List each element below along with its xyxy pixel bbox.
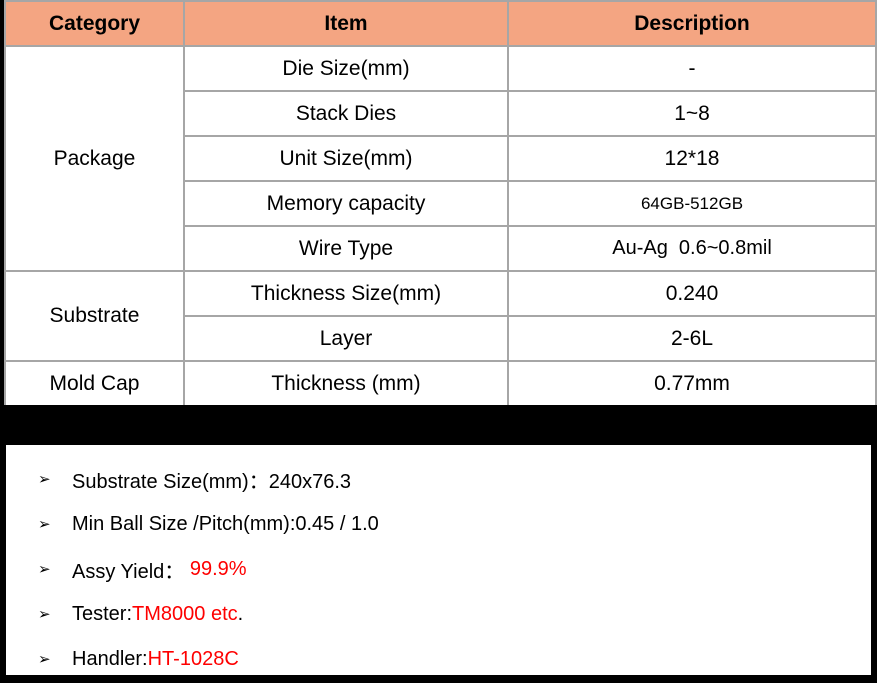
table-row: Layer 2-6L (5, 315, 877, 362)
black-divider-band (0, 405, 877, 443)
arrow-bullet-icon: ➢ (38, 516, 51, 533)
description-cell: 0.77mm (507, 360, 877, 407)
description-cell: 0.240 (507, 270, 877, 317)
bullet-text-segment: Handler: (72, 648, 148, 670)
item-cell: Unit Size(mm) (183, 135, 509, 182)
item-cell: Thickness (mm) (183, 360, 509, 407)
table-row: Memory capacity 64GB-512GB (5, 180, 877, 227)
header-description: Description (507, 0, 877, 47)
table-header-row: Category Item Description (4, 0, 877, 47)
category-cell-mold-cap: Mold Cap (4, 360, 185, 407)
header-item: Item (183, 0, 509, 47)
table-row: Package Die Size(mm) - (4, 45, 877, 272)
table-row: Unit Size(mm) 12*18 (5, 135, 877, 182)
bullet-text-segment: Min Ball Size /Pitch(mm):0.45 / 1.0 (72, 513, 379, 535)
bullet-text-segment: Tester: (72, 603, 133, 625)
item-cell: Memory capacity (183, 180, 509, 227)
description-cell: 2-6L (507, 315, 877, 362)
table-row: Mold Cap Thickness (mm) 0.77mm (4, 360, 877, 407)
bullet-text-segment: TM8000 etc (132, 603, 238, 625)
bullet-text-segment: Substrate Size(mm)：240x76.3 (72, 471, 352, 493)
arrow-bullet-icon: ➢ (38, 651, 51, 668)
arrow-bullet-icon: ➢ (38, 561, 51, 578)
bullet-list: ➢ Substrate Size(mm)：240x76.3 ➢ Min Ball… (6, 445, 871, 675)
header-category: Category (4, 0, 185, 47)
table-row: Substrate Thickness Size(mm) 0.240 (4, 270, 877, 362)
category-cell-package: Package (4, 45, 185, 272)
table-row: Wire Type Au-Ag 0.6~0.8mil (5, 225, 877, 272)
category-cell-substrate: Substrate (4, 270, 185, 362)
bullet-item: ➢ Tester: TM8000 etc . (38, 592, 871, 637)
spec-table: Category Item Description Package Die Si… (4, 0, 877, 407)
bullet-text-segment: HT-1028C (147, 648, 239, 670)
description-cell: 12*18 (507, 135, 877, 182)
bullet-text-segment: Assy Yield： (72, 561, 185, 583)
bullet-text-segment: 99.9% (184, 558, 247, 580)
table-row: Stack Dies 1~8 (5, 90, 877, 137)
arrow-bullet-icon: ➢ (38, 606, 51, 623)
item-cell: Thickness Size(mm) (183, 270, 509, 317)
description-cell: - (507, 45, 877, 92)
notes-panel: ➢ Substrate Size(mm)：240x76.3 ➢ Min Ball… (4, 443, 873, 677)
bullet-item: ➢ Handler: HT-1028C (38, 637, 871, 675)
description-cell: 64GB-512GB (507, 180, 877, 227)
description-cell: 1~8 (507, 90, 877, 137)
bullet-item: ➢ Substrate Size(mm)：240x76.3 (38, 457, 871, 502)
description-cell: Au-Ag 0.6~0.8mil (507, 225, 877, 272)
item-cell: Stack Dies (183, 90, 509, 137)
bullet-item: ➢ Min Ball Size /Pitch(mm):0.45 / 1.0 (38, 502, 871, 547)
item-cell: Layer (183, 315, 509, 362)
arrow-bullet-icon: ➢ (38, 471, 51, 488)
bullet-item: ➢ Assy Yield： 99.9% (38, 547, 871, 592)
bullet-text-segment: . (237, 603, 244, 625)
item-cell: Die Size(mm) (183, 45, 509, 92)
item-cell: Wire Type (183, 225, 509, 272)
